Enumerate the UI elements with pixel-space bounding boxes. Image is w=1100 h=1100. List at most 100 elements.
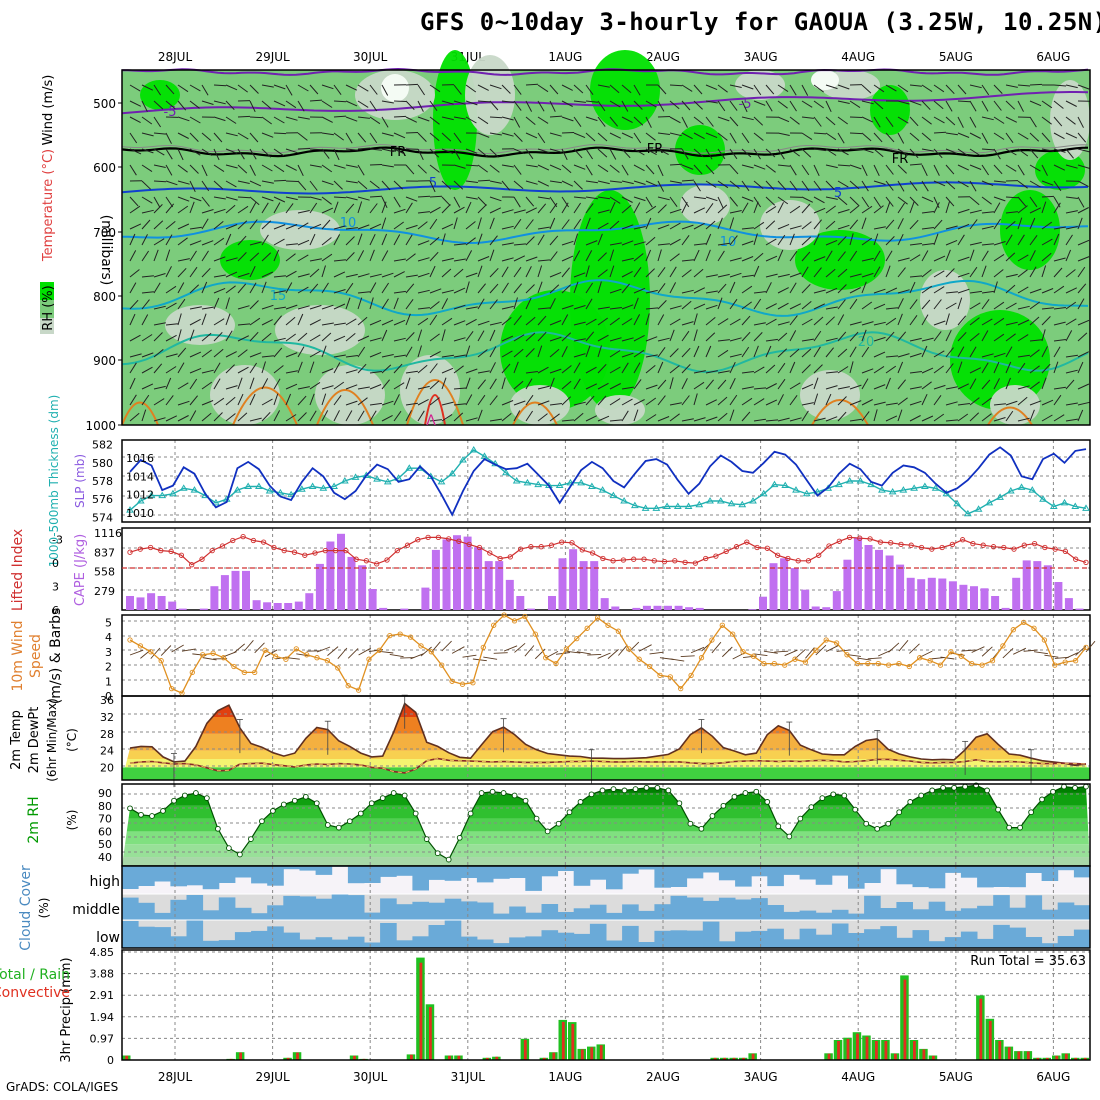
cloud-middle-bar [186, 895, 204, 920]
wind-barb [885, 219, 895, 230]
rh2m-axis-label: (%) [65, 810, 79, 831]
wind-barb [417, 398, 429, 406]
wind10m-marker [563, 646, 570, 652]
wind-barb [585, 180, 598, 184]
wind-barb [969, 209, 982, 214]
wind10m-marker [594, 615, 601, 621]
wind-barb [309, 334, 321, 342]
wind-barb [237, 393, 244, 406]
wind-barb [801, 221, 812, 230]
wind-barb [753, 298, 762, 310]
wind-barb [1029, 250, 1036, 262]
wind-barb [561, 396, 572, 406]
wind-barb [1029, 100, 1042, 107]
wind-barb [477, 409, 483, 422]
wind-barb [837, 196, 848, 206]
cape-bar [927, 577, 936, 610]
lifted-index-marker [579, 547, 585, 553]
wind-barb [957, 288, 970, 294]
wind-barb [669, 180, 682, 184]
wind10m-barb [524, 645, 535, 657]
wind-barb [717, 132, 728, 141]
lifted-index-marker [158, 547, 164, 554]
wind-barb [849, 400, 862, 406]
wind-barb [789, 315, 798, 326]
wind-barb [189, 180, 196, 193]
wind-barb [477, 100, 491, 103]
wind-barb [693, 164, 703, 175]
wind10m-barb [1065, 652, 1079, 659]
wind-barb [405, 313, 411, 326]
wind-barb [1029, 217, 1036, 230]
wind-barb [705, 249, 711, 262]
thickness-marker [1060, 498, 1069, 506]
cloud-high-bar [299, 866, 317, 871]
wind-barb [597, 196, 610, 200]
rh-band [122, 831, 1090, 845]
wind-barb [369, 180, 380, 189]
wind-barb [633, 100, 643, 110]
cape-bar [822, 607, 831, 610]
wind-barb [693, 313, 698, 326]
wind-barb [957, 234, 965, 246]
wind-barb [237, 323, 251, 326]
wind-barb [921, 227, 934, 230]
wind-barb [573, 233, 579, 246]
lifted-index-marker [703, 555, 709, 562]
cloud-low-bar [670, 930, 688, 948]
wind-barb [741, 202, 749, 214]
wind-barb [741, 371, 754, 374]
lifted-index-marker [959, 537, 966, 543]
precip-tick-label: 2.91 [90, 989, 115, 1002]
wind-barb [525, 83, 539, 86]
wind-barb [813, 132, 827, 135]
wind-barb [489, 84, 502, 90]
date-label-bottom: 3AUG [744, 1070, 778, 1084]
cloud-middle-bar [234, 907, 252, 920]
cloud-high-bar [751, 866, 768, 877]
lifted-index-marker [1062, 548, 1069, 555]
cape-bar [590, 561, 599, 610]
wind-barb [201, 164, 208, 177]
wind-barb [345, 273, 358, 278]
wind-barb [789, 250, 798, 262]
wind10m-barb [576, 651, 591, 655]
wind-barb [309, 304, 322, 310]
wind-barb [417, 345, 422, 358]
wind-barb [729, 180, 740, 189]
wind-barb [297, 132, 308, 141]
wind-barb [417, 257, 430, 262]
wind-barb [921, 269, 932, 278]
wind-barb [777, 164, 790, 167]
wind-barb [525, 394, 534, 406]
wind-barb [381, 272, 394, 278]
wind-barb [537, 234, 545, 246]
wind-barb [921, 180, 929, 192]
wind10m-marker [553, 660, 559, 667]
wind10m-barb [420, 646, 432, 657]
lifted-index-marker [1052, 546, 1058, 552]
rh2m-marker [127, 805, 133, 812]
wind-barb [645, 397, 657, 406]
wind-barb [801, 410, 809, 422]
wind-barb [957, 383, 970, 390]
wind-barb [237, 205, 249, 214]
lifted-index-marker [589, 550, 596, 556]
wind-barb [813, 100, 824, 109]
wind-barb [285, 164, 297, 171]
wind-barb [909, 84, 922, 87]
thickness-marker [802, 489, 811, 497]
wind-barb [573, 412, 584, 422]
wind-barb [633, 84, 641, 96]
wind-barb [897, 84, 909, 93]
cape-bar [917, 579, 926, 610]
wind-barb [825, 316, 835, 326]
precip-tick-label: 4.85 [90, 946, 115, 959]
wind-barb [861, 378, 869, 390]
wind-barb [561, 100, 573, 107]
wind-barb [477, 132, 490, 138]
precip-convective-bar [125, 1055, 129, 1060]
rh2m-marker [456, 834, 463, 841]
wind-barb [585, 345, 591, 358]
wind-barb [921, 345, 928, 358]
